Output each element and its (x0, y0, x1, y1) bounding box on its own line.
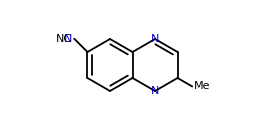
Text: N: N (151, 34, 159, 44)
Text: N: N (151, 86, 159, 96)
Text: N: N (64, 34, 72, 44)
Text: Me: Me (194, 81, 211, 91)
Text: NC: NC (56, 34, 72, 44)
